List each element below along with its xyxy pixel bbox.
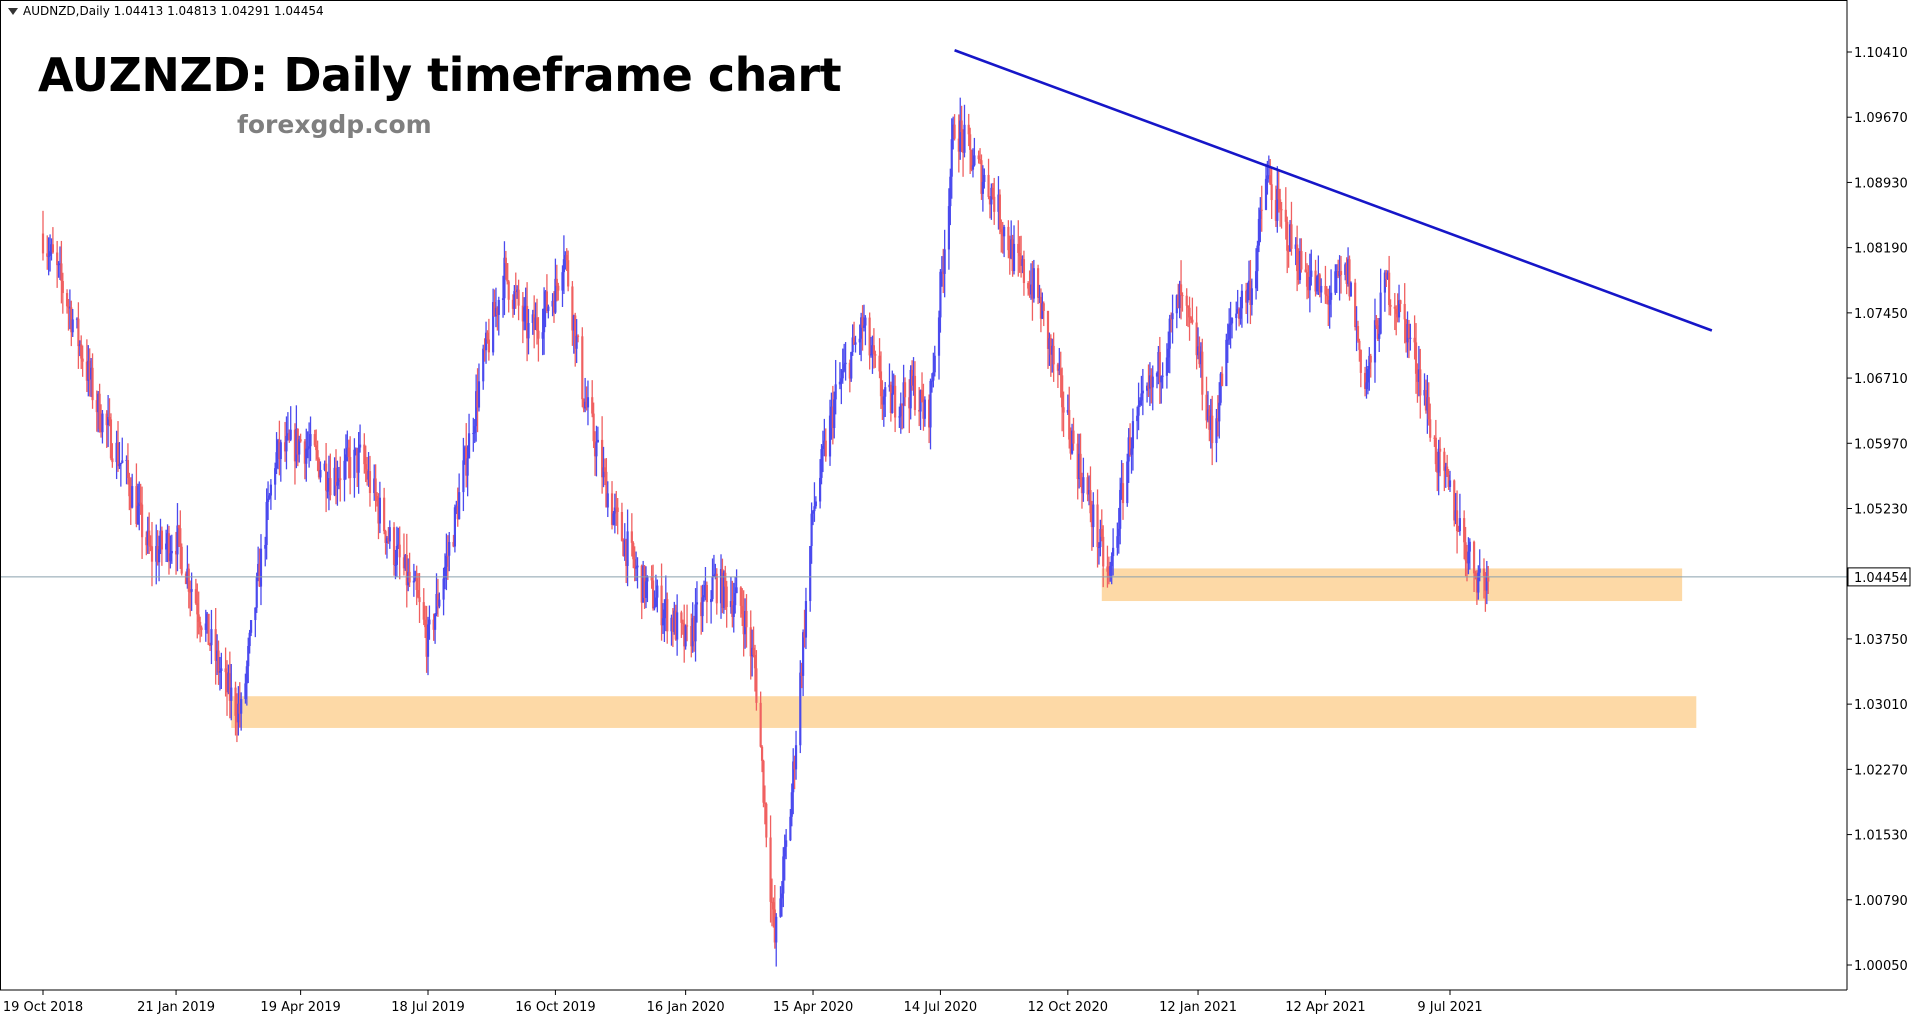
y-tick-label: 1.09670 [1854,111,1908,126]
y-tick-label: 1.05970 [1854,437,1908,452]
x-tick-label: 19 Apr 2019 [260,1000,340,1015]
y-tick-label: 1.01530 [1854,829,1908,844]
x-tick-label: 21 Jan 2019 [137,1000,215,1015]
price-axis: 1.10410 1.09670 1.08930 1.08190 1.07450 1.067… [1847,46,1911,974]
y-tick-label: 1.00790 [1854,894,1908,909]
collapse-triangle-icon[interactable] [8,8,18,15]
support-zone-1 [231,696,1697,728]
x-tick-label: 12 Oct 2020 [1028,1000,1108,1015]
y-tick-label: 1.06710 [1854,372,1908,387]
x-tick-label: 16 Jan 2020 [647,1000,725,1015]
current-price-box [1847,567,1911,587]
descending-trendline [954,49,1713,332]
x-tick-label: 14 Jul 2020 [904,1000,978,1015]
support-zones [231,568,1697,728]
x-tick-label: 12 Jan 2021 [1159,1000,1237,1015]
x-tick-label: 12 Apr 2021 [1285,1000,1365,1015]
x-tick-label: 9 Jul 2021 [1417,1000,1482,1015]
symbol-ohlc-text: AUDNZD,Daily 1.04413 1.04813 1.04291 1.0… [23,4,324,18]
y-tick-label: 1.08930 [1854,176,1908,191]
x-tick-label: 16 Oct 2019 [515,1000,595,1015]
symbol-header: AUDNZD,Daily 1.04413 1.04813 1.04291 1.0… [8,4,324,18]
x-tick-label: 15 Apr 2020 [773,1000,853,1015]
x-tick-label: 18 Jul 2019 [391,1000,465,1015]
y-tick-label: 1.02270 [1854,763,1908,778]
candlestick-series [41,97,1490,967]
watermark-text: forexgdp.com [237,110,432,139]
y-tick-label: 1.08190 [1854,242,1908,257]
chart-frame [0,0,1848,991]
time-axis: 19 Oct 2018 21 Jan 2019 19 Apr 2019 18 Jul … [3,990,1483,1015]
y-tick-label: 1.10410 [1854,46,1908,61]
y-tick-label: 1.03010 [1854,698,1908,713]
y-tick-label: 1.07450 [1854,307,1908,322]
current-price-label: 1.04454 [1854,571,1908,586]
y-tick-label: 1.03750 [1854,633,1908,648]
chart-title: AUZNZD: Daily timeframe chart [38,48,842,102]
support-zone-2 [1101,568,1683,602]
x-tick-label: 19 Oct 2018 [3,1000,83,1015]
y-tick-label: 1.05230 [1854,503,1908,518]
y-tick-label: 1.00050 [1854,959,1908,974]
